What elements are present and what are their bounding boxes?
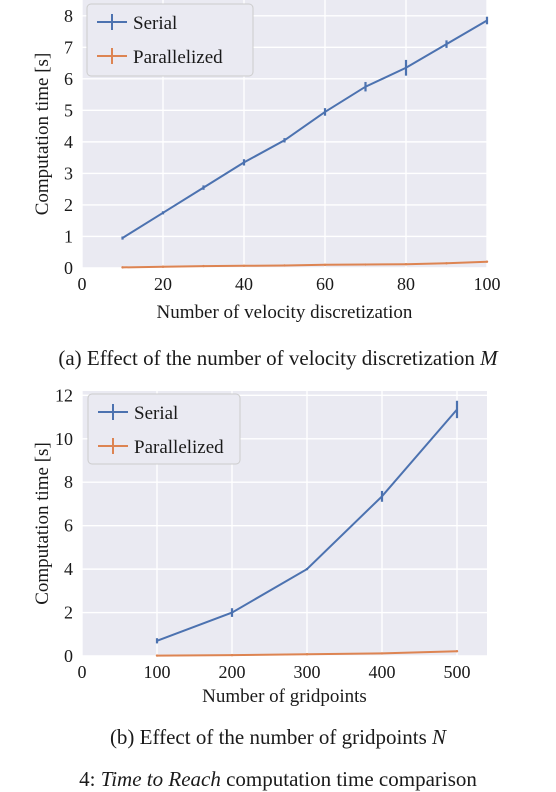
data-point-parallelized [404,263,408,266]
data-point-parallelized [364,263,367,266]
data-point-parallelized [242,264,246,267]
y-tick-label: 3 [64,163,73,183]
y-axis-label: Computation time [s] [32,442,53,605]
legend-box [86,3,254,77]
y-tick-label: 7 [64,37,73,57]
data-point-parallelized [305,653,309,656]
y-tick-label: 1 [64,226,73,246]
y-tick-label: 8 [64,6,73,26]
caption-b: (b) Effect of the number of gridpoints N [109,725,447,749]
x-tick-label: 0 [78,274,87,294]
data-point-parallelized [455,650,459,653]
y-tick-label: 2 [64,603,73,623]
y-axis-label: Computation time [s] [32,53,53,216]
data-point-parallelized [283,264,286,267]
legend-label-serial: Serial [133,13,177,34]
x-tick-label: 100 [474,274,501,294]
y-tick-label: 10 [55,429,73,449]
series-line-parallelized [122,260,488,269]
figure-caption: 4: Time to Reach computation time compar… [79,767,477,791]
data-point-parallelized [323,263,327,267]
x-tick-label: 80 [397,274,415,294]
x-tick-label: 0 [78,662,87,682]
x-tick-label: 400 [369,662,396,682]
chart-gridpoints: 0 2 4 6 8 10 12 0 100 200 300 400 500 Number of gridp… [32,385,487,707]
x-tick-label: 20 [154,274,172,294]
legend-label-parallelized: Parallelized [133,47,223,68]
y-tick-label: 0 [64,258,73,278]
data-point-parallelized [121,266,124,269]
data-point-parallelized [445,262,448,265]
x-tick-label: 60 [316,274,334,294]
y-tick-label: 6 [64,516,73,536]
caption-a: (a) Effect of the number of velocity dis… [58,346,498,370]
x-axis-label: Number of velocity discretization [157,302,413,323]
data-point-parallelized [485,260,489,263]
x-tick-label: 40 [235,274,253,294]
data-point-parallelized [202,264,205,268]
y-tick-label: 8 [64,472,73,492]
data-point-parallelized [161,265,165,268]
data-point-parallelized [230,653,234,657]
data-point-parallelized [155,654,159,657]
y-tick-label: 5 [64,100,73,120]
y-tick-label: 6 [64,69,73,89]
legend-label-serial: Serial [134,403,178,424]
y-tick-label: 12 [55,385,73,405]
x-tick-label: 200 [219,662,246,682]
y-tick-label: 4 [64,559,73,579]
data-point-parallelized [380,652,384,655]
y-tick-label: 0 [64,646,73,666]
x-tick-label: 100 [144,662,171,682]
x-tick-label: 300 [294,662,321,682]
y-tick-label: 2 [64,195,73,215]
legend-label-parallelized: Parallelized [134,437,224,458]
series-line-serial [121,19,488,239]
y-tick-label: 4 [64,132,73,152]
x-axis-label: Number of gridpoints [202,686,367,707]
x-tick-label: 500 [444,662,471,682]
